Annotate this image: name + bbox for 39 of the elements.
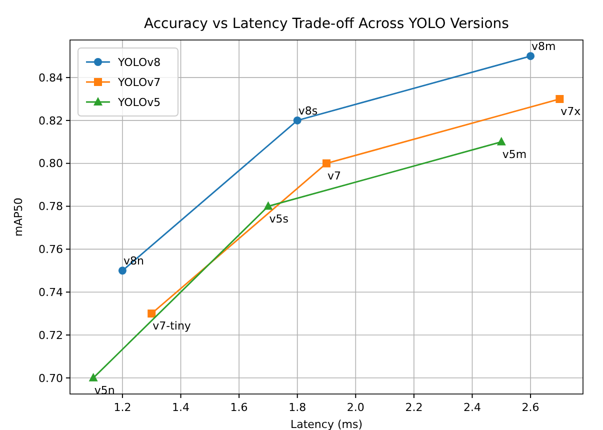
point: [526, 52, 535, 60]
x-tick-label: 1.8: [288, 401, 306, 414]
annotation: v8m: [532, 40, 556, 54]
y-axis-title: mAP50: [12, 198, 25, 236]
point: [293, 116, 302, 124]
legend-label: YOLOv5: [117, 96, 161, 109]
y-tick-label: 0.78: [38, 200, 63, 214]
point: [148, 310, 156, 318]
x-tick-label: 1.6: [230, 401, 248, 414]
x-axis-title: Latency (ms): [290, 418, 363, 430]
annotation: v7x: [560, 105, 582, 118]
y-tick-label: 0.72: [38, 328, 63, 342]
x-tick-label: 2.4: [463, 401, 481, 414]
y-tick-label: 0.76: [38, 243, 63, 256]
point: [264, 201, 273, 210]
annotation: v7-tiny: [152, 320, 192, 333]
y-tick-label: 0.70: [38, 372, 63, 385]
y-tick-label: 0.74: [38, 286, 63, 299]
x-tick-label: 2.2: [405, 401, 423, 414]
point: [322, 159, 330, 168]
x-tick-label: 1.2: [114, 401, 132, 414]
annotation: v8s: [298, 104, 318, 118]
point: [556, 95, 564, 103]
point: [118, 266, 126, 275]
y-tick-label: 0.80: [38, 157, 63, 170]
annotation: v5m: [502, 148, 527, 161]
x-tick-label: 2.0: [346, 401, 364, 414]
legend-label: YOLOv8: [117, 56, 161, 69]
legend-label: YOLOv7: [117, 76, 161, 89]
chart-title: Accuracy vs Latency Trade-off Across YOLO Versions: [144, 16, 509, 32]
x-tick-label: 1.4: [172, 401, 190, 414]
x-tick-label: 2.6: [522, 401, 540, 414]
y-tick-label: 0.84: [38, 71, 63, 84]
point: [496, 136, 506, 146]
annotation: v7: [328, 169, 342, 182]
point: [88, 372, 98, 382]
annotation: v5s: [269, 212, 289, 226]
y-tick-label: 0.82: [38, 114, 63, 128]
annotation: v5n: [94, 384, 115, 397]
